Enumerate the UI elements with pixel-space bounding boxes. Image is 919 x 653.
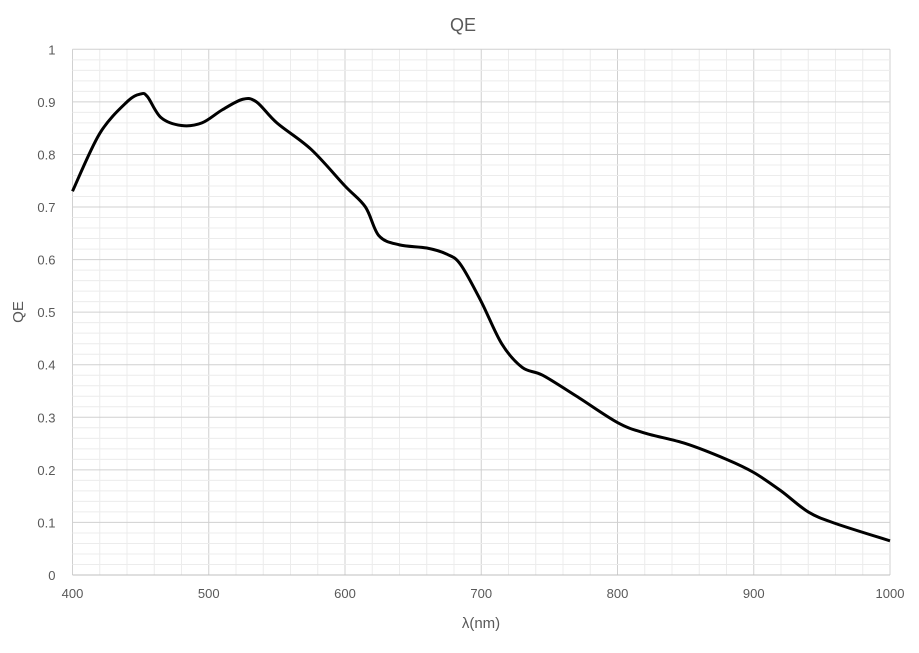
grid xyxy=(72,48,891,576)
y-tick-label: 0.1 xyxy=(37,515,55,530)
x-tick-label: 1000 xyxy=(876,586,905,601)
y-tick-label: 0.9 xyxy=(37,95,55,110)
tick-labels: 400 500 600 700 800 900 1000 0 0.1 0.2 0.3 0.4 0.5 0.… xyxy=(37,42,904,601)
x-tick-label: 700 xyxy=(470,586,492,601)
x-tick-label: 800 xyxy=(607,586,629,601)
y-tick-label: 0.4 xyxy=(37,358,55,373)
x-axis-label: λ(nm) xyxy=(462,615,500,632)
y-tick-label: 0.8 xyxy=(37,147,55,162)
y-axis-label: QE xyxy=(10,301,27,323)
x-tick-label: 400 xyxy=(62,586,84,601)
y-tick-label: 0 xyxy=(48,568,55,583)
y-tick-label: 0.6 xyxy=(37,253,55,268)
y-tick-label: 0.7 xyxy=(37,200,55,215)
x-tick-label: 600 xyxy=(334,586,356,601)
qe-series-line xyxy=(71,91,891,543)
x-tick-label: 900 xyxy=(743,586,765,601)
y-tick-label: 0.3 xyxy=(37,410,55,425)
y-tick-label: 0.2 xyxy=(37,463,55,478)
x-tick-label: 500 xyxy=(198,586,220,601)
chart-title: QE xyxy=(450,15,476,35)
y-tick-label: 0.5 xyxy=(37,305,55,320)
y-tick-label: 1 xyxy=(48,42,55,57)
